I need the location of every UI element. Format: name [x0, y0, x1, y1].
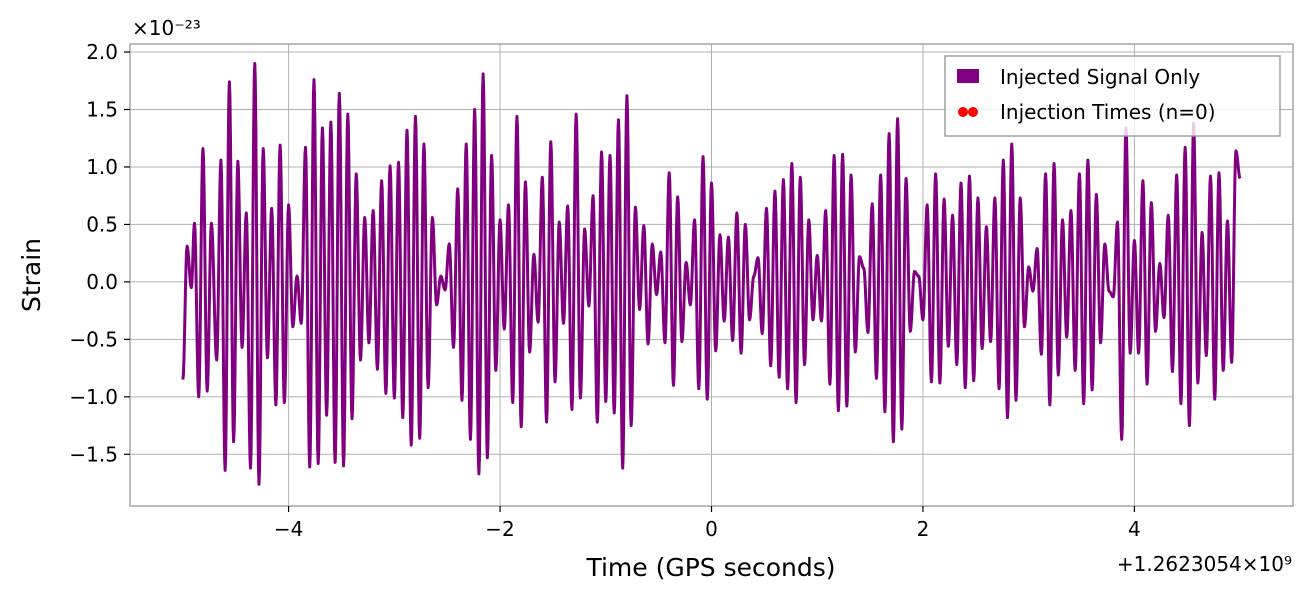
- x-tick-label: 0: [705, 517, 718, 541]
- x-offset-text: +1.2623054×10⁹: [1117, 552, 1292, 576]
- y-multiplier-text: ×10⁻²³: [132, 16, 201, 40]
- x-tick-label: −2: [485, 517, 514, 541]
- y-tick-label: 0.0: [86, 270, 118, 294]
- x-axis-label: Time (GPS seconds): [585, 553, 835, 582]
- y-axis-ticks: −1.5 −1.0 −0.5 0.0 0.5 1.0 1.5 2.0: [69, 40, 130, 466]
- y-tick-label: 1.5: [86, 98, 118, 122]
- y-tick-label: 1.0: [86, 155, 118, 179]
- legend: Injected Signal Only Injection Times (n=…: [944, 55, 1281, 137]
- plot-area: [181, 62, 1242, 486]
- legend-swatch-signal: [957, 69, 979, 83]
- y-tick-label: −1.0: [69, 385, 118, 409]
- legend-box: [944, 55, 1281, 137]
- x-axis-ticks: −4 −2 0 2 4: [274, 506, 1141, 541]
- y-tick-label: −1.5: [69, 442, 118, 466]
- legend-marker-injection-dot-2: [968, 107, 978, 117]
- y-tick-label: 2.0: [86, 40, 118, 64]
- x-tick-label: −4: [274, 517, 303, 541]
- x-tick-label: 4: [1128, 517, 1141, 541]
- x-tick-label: 2: [917, 517, 930, 541]
- legend-marker-injection-dot-1: [958, 107, 968, 117]
- legend-label-injection: Injection Times (n=0): [1000, 100, 1216, 124]
- y-tick-label: 0.5: [86, 212, 118, 236]
- legend-label-signal: Injected Signal Only: [1000, 65, 1200, 89]
- y-axis-label: Strain: [17, 238, 46, 312]
- injected-signal-line: [181, 62, 1242, 486]
- y-tick-label: −0.5: [69, 327, 118, 351]
